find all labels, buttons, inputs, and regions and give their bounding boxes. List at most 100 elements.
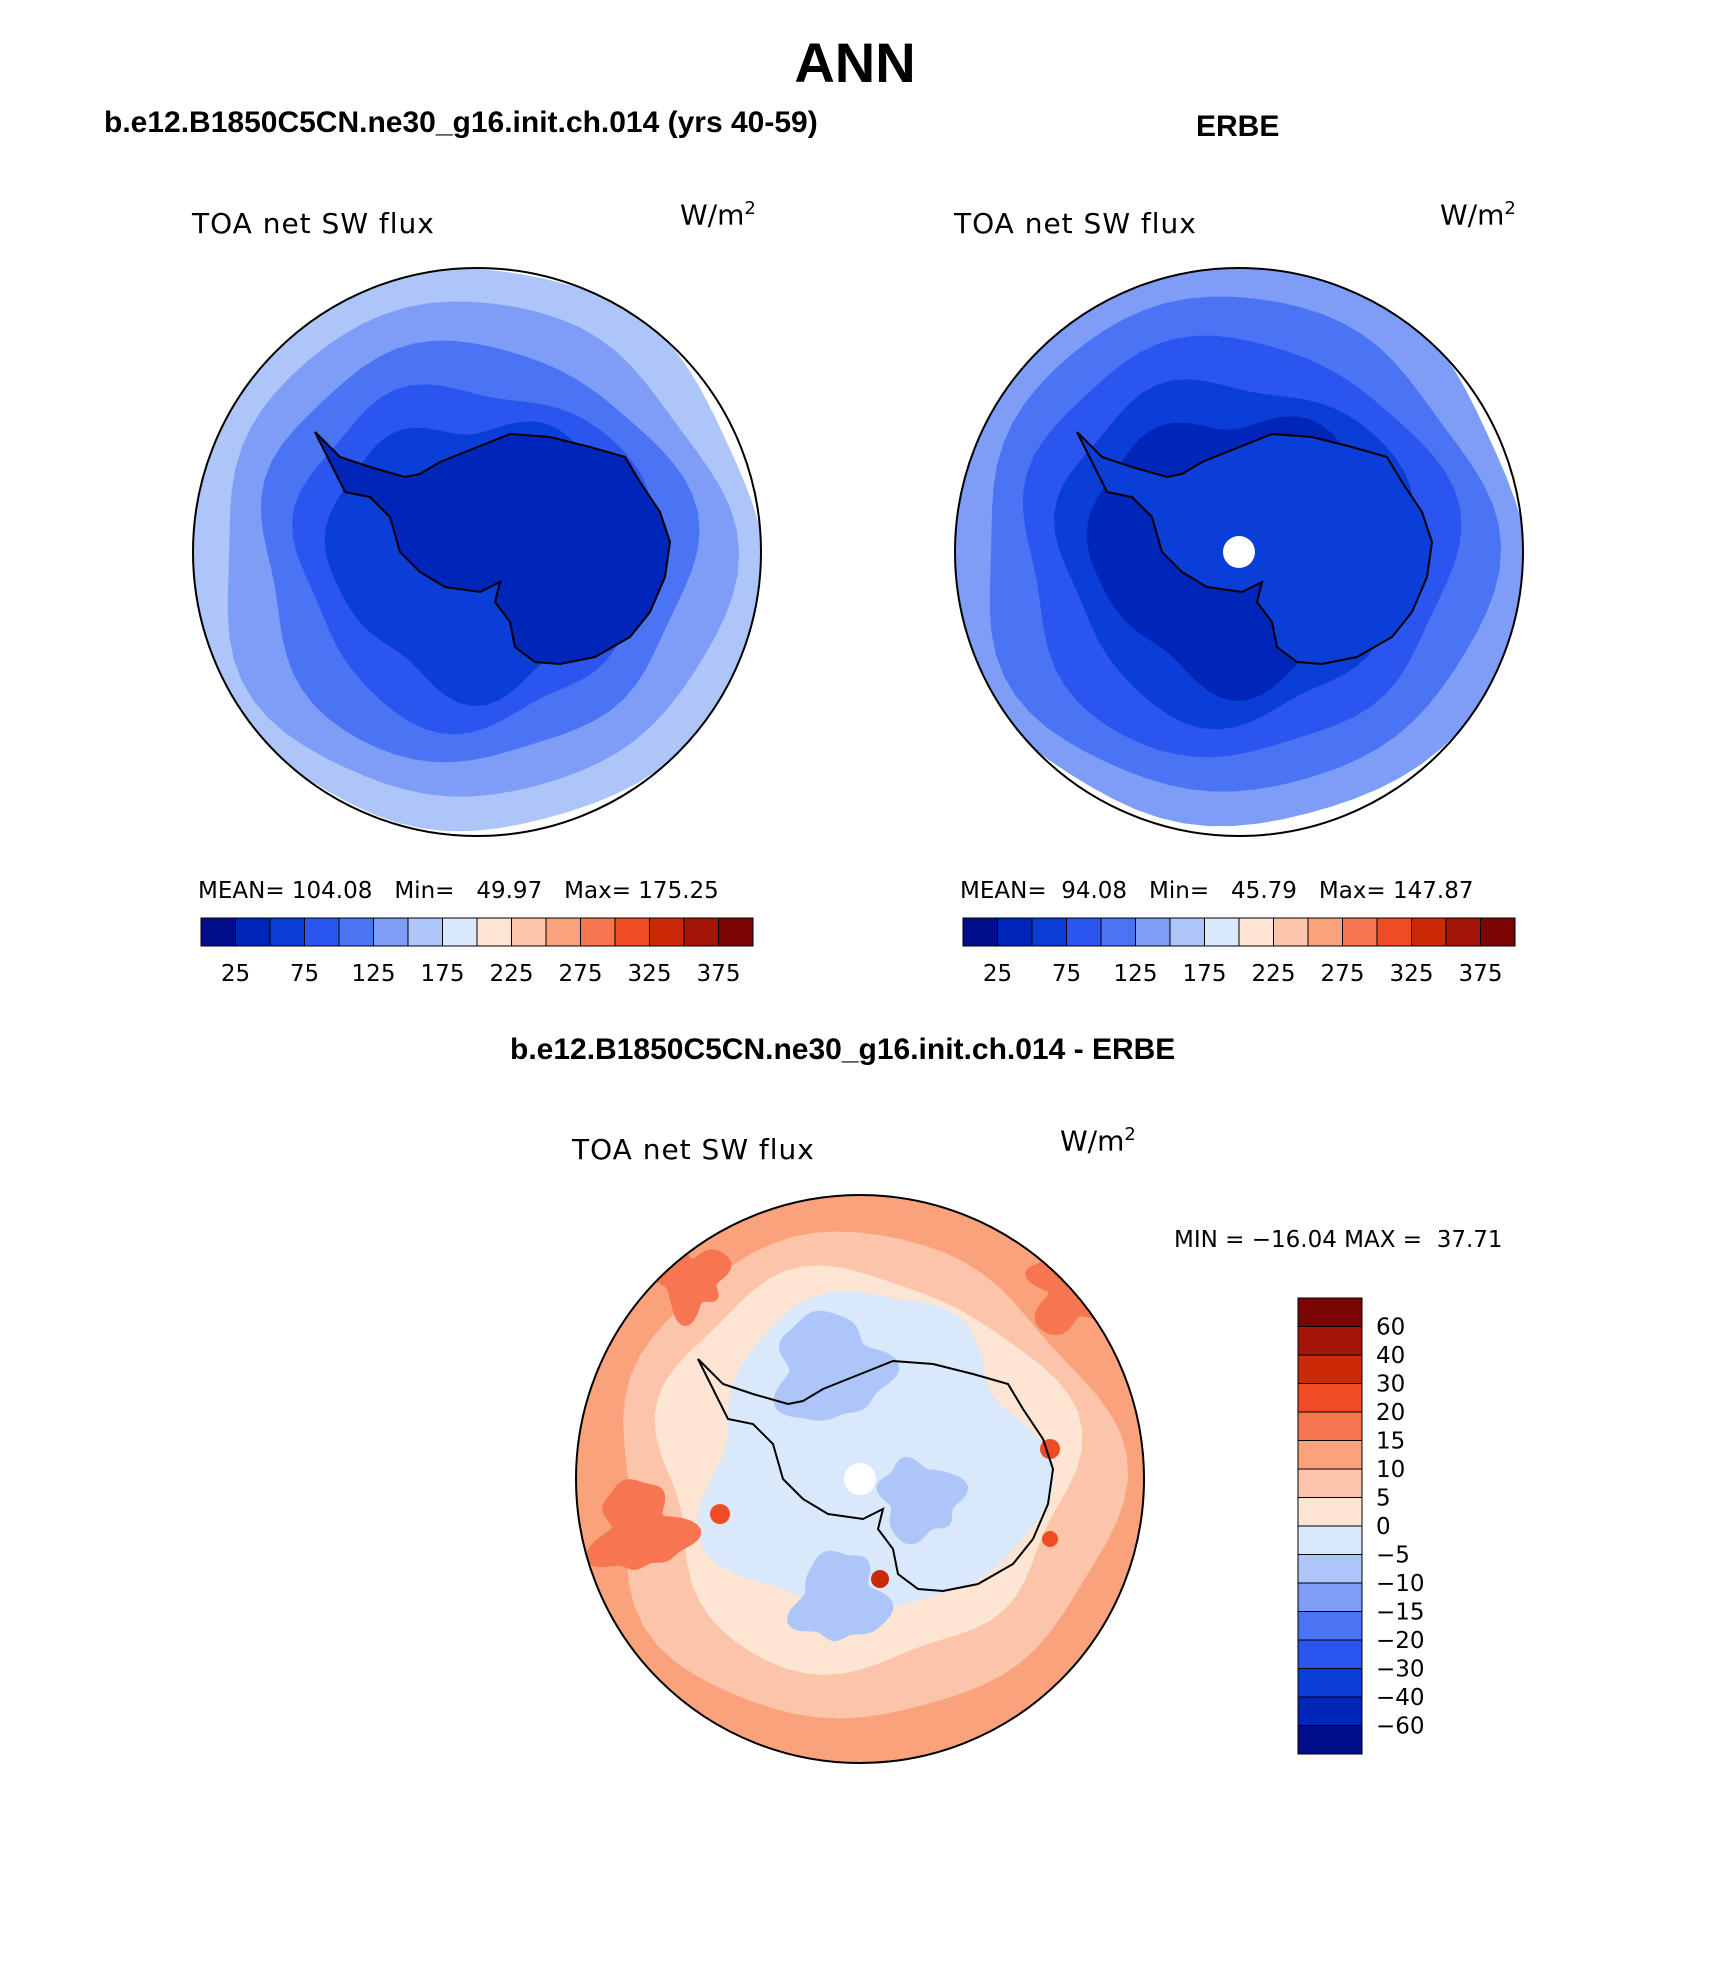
panel-1-title: b.e12.B1850C5CN.ne30_g16.init.ch.014 (yr…	[104, 106, 818, 139]
colorbar-box	[200, 917, 236, 947]
colorbar-tick-label: 0	[1376, 1514, 1391, 1540]
colorbar-tick-label: 60	[1376, 1315, 1405, 1341]
antarctica-fill	[315, 432, 670, 664]
panel-3-minmax-label: MIN = −16.04 MAX = 37.71	[1174, 1227, 1503, 1253]
diff-spot-20-30	[710, 1504, 730, 1524]
panel-3-variable-label: TOA net SW flux	[572, 1133, 815, 1166]
colorbar-box	[1297, 1497, 1363, 1527]
colorbar-box	[1169, 917, 1205, 947]
antarctica-fill	[1077, 432, 1432, 664]
colorbar-tick-label: 15	[1376, 1429, 1405, 1455]
colorbar-tick-label: 275	[559, 961, 603, 987]
diff-patch-minus10	[787, 1550, 894, 1642]
colorbar-box	[442, 917, 478, 947]
colorbar-box	[373, 917, 409, 947]
colorbar-box	[1376, 917, 1412, 947]
colorbar-tick-label: 40	[1376, 1343, 1405, 1369]
colorbar-tick-label: −40	[1376, 1685, 1425, 1711]
colorbar-box	[1297, 1297, 1363, 1327]
colorbar-tick-label: −30	[1376, 1657, 1425, 1683]
colorbar-box	[1297, 1440, 1363, 1470]
colorbar-box	[1297, 1582, 1363, 1612]
colorbar-box	[304, 917, 340, 947]
colorbar-box	[997, 917, 1033, 947]
diff-patch-15-20	[585, 1479, 702, 1570]
colorbar-tick-label: −15	[1376, 1600, 1425, 1626]
colorbar-box	[545, 917, 581, 947]
panel-1-units: W/m2	[680, 198, 756, 232]
map-border-3	[575, 1194, 1145, 1764]
diff-patch-minus10	[773, 1310, 900, 1421]
colorbar-tick-label: 75	[1052, 961, 1081, 987]
page-title: ANN	[794, 31, 916, 94]
colorbar-tick-label: 75	[290, 961, 319, 987]
colorbar-tick-label: 5	[1376, 1486, 1391, 1512]
colorbar-tick-label: 275	[1321, 961, 1365, 987]
panel-3-title: b.e12.B1850C5CN.ne30_g16.init.ch.014 - E…	[510, 1033, 1176, 1066]
panel-1-stats: MEAN= 104.08 Min= 49.97 Max= 175.25	[198, 878, 719, 904]
diff-spot-30-40	[871, 1570, 889, 1588]
panel-2-variable-label: TOA net SW flux	[954, 207, 1197, 240]
colorbar-box	[1297, 1525, 1363, 1555]
colorbar-box	[614, 917, 650, 947]
colorbar-tick-label: 125	[352, 961, 396, 987]
colorbar-box	[1297, 1668, 1363, 1698]
panel-1-colorbar: 25 75 125 175 225 275 325 375	[200, 917, 754, 987]
colorbar-box	[1066, 917, 1102, 947]
colorbar-tick-label: 325	[1390, 961, 1434, 987]
pole-missing-data	[844, 1463, 876, 1495]
colorbar-box	[1297, 1696, 1363, 1726]
colorbar-box	[1411, 917, 1447, 947]
colorbar-box	[1297, 1611, 1363, 1641]
diff-spot-20-30	[1042, 1531, 1058, 1547]
panel-2-stats: MEAN= 94.08 Min= 45.79 Max= 147.87	[960, 878, 1474, 904]
colorbar-box	[718, 917, 754, 947]
map-overlays	[192, 267, 1524, 1764]
colorbar-tick-label: −5	[1376, 1543, 1410, 1569]
colorbar-tick-label: −10	[1376, 1571, 1425, 1597]
colorbar-box	[1273, 917, 1309, 947]
colorbar-box	[580, 917, 616, 947]
colorbar-box	[1031, 917, 1067, 947]
map-border-2	[954, 267, 1524, 837]
map-border-1	[192, 267, 762, 837]
colorbar-tick-label: 25	[983, 961, 1012, 987]
colorbar-box	[1297, 1383, 1363, 1413]
colorbar-box	[1342, 917, 1378, 947]
colorbar-box	[511, 917, 547, 947]
colorbar-box	[1297, 1411, 1363, 1441]
diff-patch-minus10	[876, 1456, 968, 1545]
colorbar-tick-label: 225	[1252, 961, 1296, 987]
colorbar-box	[1297, 1725, 1363, 1755]
colorbar-tick-label: 325	[628, 961, 672, 987]
colorbar-tick-label: 25	[221, 961, 250, 987]
colorbar-box	[1135, 917, 1171, 947]
colorbar-box	[962, 917, 998, 947]
colorbar-box	[235, 917, 271, 947]
colorbar-box	[1297, 1468, 1363, 1498]
colorbar-box	[269, 917, 305, 947]
colorbar-tick-label: −60	[1376, 1714, 1425, 1740]
colorbar-tick-label: −20	[1376, 1628, 1425, 1654]
colorbar-box	[1297, 1326, 1363, 1356]
colorbar-box	[407, 917, 443, 947]
colorbar-tick-label: 375	[697, 961, 741, 987]
colorbar-tick-label: 175	[421, 961, 465, 987]
colorbar-box	[476, 917, 512, 947]
panel-2-title: ERBE	[1196, 110, 1280, 143]
colorbar-box	[1238, 917, 1274, 947]
panel-1-variable-label: TOA net SW flux	[192, 207, 435, 240]
colorbar-tick-label: 175	[1183, 961, 1227, 987]
panel-2-units: W/m2	[1440, 198, 1516, 232]
colorbar-tick-label: 10	[1376, 1457, 1405, 1483]
colorbar-box	[1100, 917, 1136, 947]
colorbar-box	[1307, 917, 1343, 947]
colorbar-box	[338, 917, 374, 947]
colorbar-box	[1297, 1554, 1363, 1584]
colorbar-tick-label: 375	[1459, 961, 1503, 987]
colorbar-box	[1480, 917, 1516, 947]
pole-missing-data	[1223, 536, 1255, 568]
panel-3-units: W/m2	[1060, 1124, 1136, 1158]
